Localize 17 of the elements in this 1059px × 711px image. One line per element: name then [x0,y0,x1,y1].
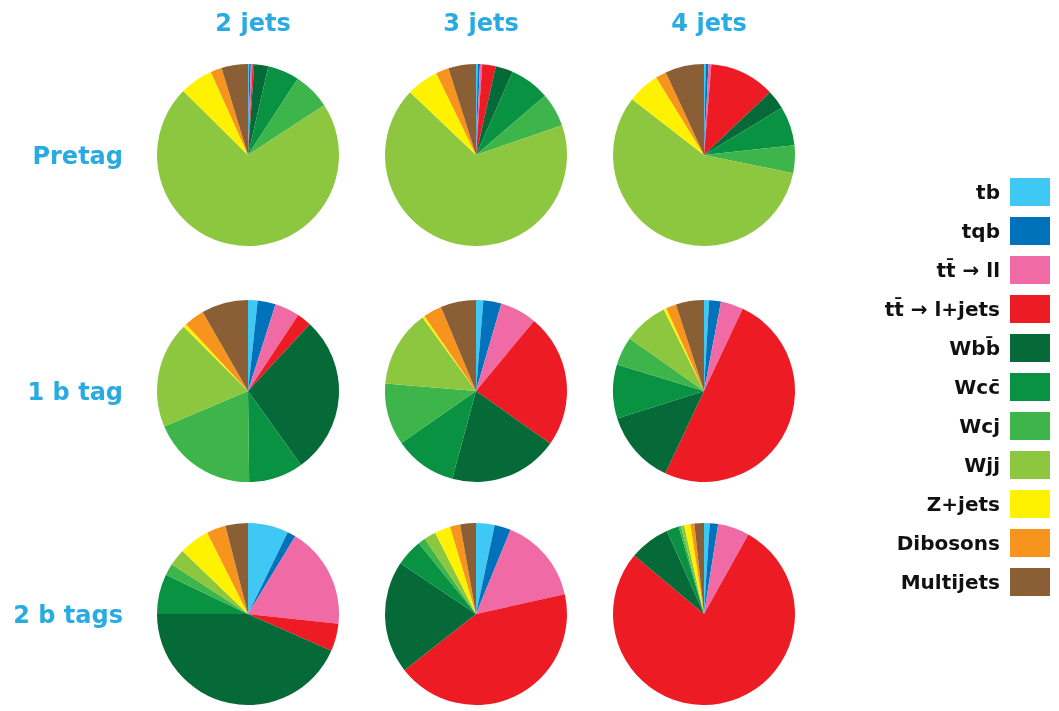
chart-title: 3 jets [443,9,519,37]
legend-label: Wcj [959,414,1000,438]
legend-label: Wjj [964,453,1000,477]
text: 1 b tag [27,378,123,406]
legend-label: tb [976,180,1000,204]
legend-label: tt̄ → l+jets [884,297,1000,321]
legend-label: Z+jets [926,492,1000,516]
legend-label: Wcc̄ [954,375,1000,399]
legend-label: Wbb̄ [949,336,1000,360]
text: Pretag [32,142,124,170]
legend-label: Multijets [900,570,1000,594]
chart-title: 4 jets [671,9,747,37]
legend-label: Dibosons [896,531,1000,555]
legend-label: tqb [961,219,1000,243]
text: 2 b tags [13,601,124,629]
chart-title: 2 jets [215,9,291,37]
legend-label: tt̄ → ll [936,258,1000,282]
